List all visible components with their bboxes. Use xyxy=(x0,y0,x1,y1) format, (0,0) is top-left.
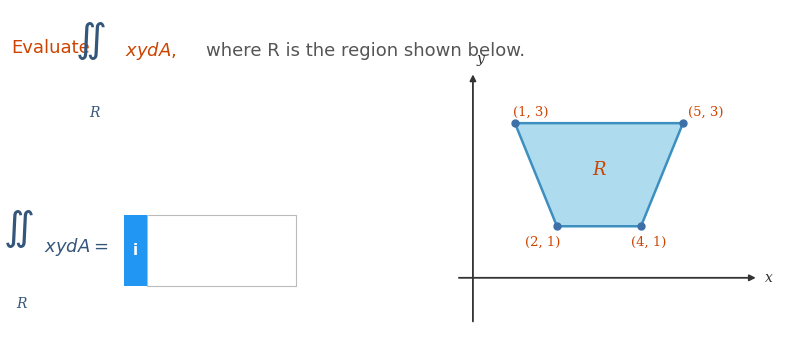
Text: R: R xyxy=(89,106,99,120)
Text: where R is the region shown below.: where R is the region shown below. xyxy=(207,42,525,61)
Text: R: R xyxy=(592,160,606,179)
Text: x: x xyxy=(765,271,773,285)
Text: $xydA =$: $xydA =$ xyxy=(44,236,109,258)
Text: i: i xyxy=(132,243,138,258)
Text: y: y xyxy=(476,52,484,67)
Text: R: R xyxy=(16,297,27,311)
Text: (1, 3): (1, 3) xyxy=(512,105,548,118)
FancyBboxPatch shape xyxy=(147,215,296,286)
Text: (5, 3): (5, 3) xyxy=(688,105,724,118)
Text: (2, 1): (2, 1) xyxy=(525,236,560,249)
Text: Evaluate: Evaluate xyxy=(11,39,90,57)
Text: $\iint$: $\iint$ xyxy=(75,20,106,62)
Polygon shape xyxy=(515,123,683,226)
Text: $xydA,$: $xydA,$ xyxy=(125,40,177,62)
Text: (4, 1): (4, 1) xyxy=(631,236,667,249)
FancyBboxPatch shape xyxy=(124,215,147,286)
Text: $\iint$: $\iint$ xyxy=(3,208,34,250)
